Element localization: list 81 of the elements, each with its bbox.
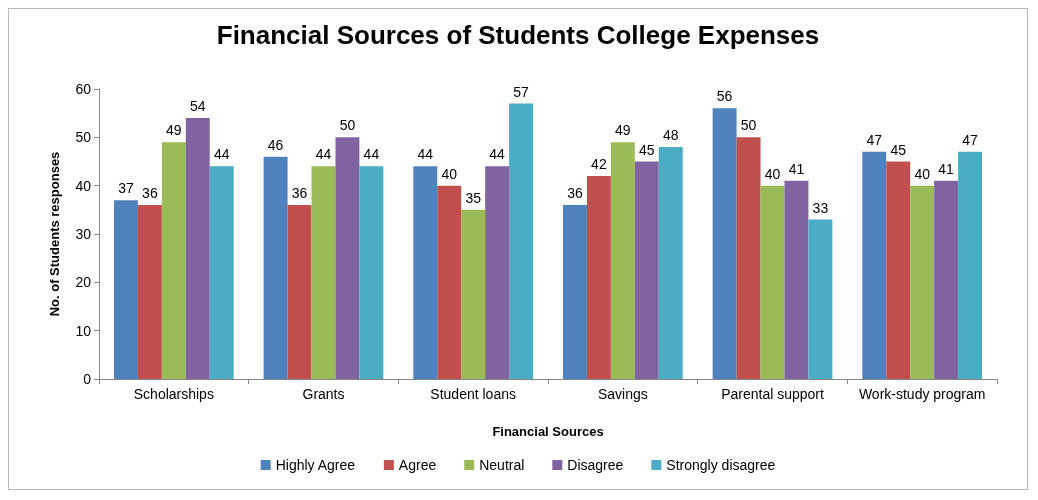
data-label: 45 bbox=[638, 141, 655, 158]
bar bbox=[958, 151, 983, 379]
bar bbox=[185, 118, 210, 379]
x-axis-title: Financial Sources bbox=[492, 424, 604, 439]
legend-label: Agree bbox=[398, 457, 437, 473]
data-label: 49 bbox=[166, 122, 182, 139]
bar bbox=[437, 185, 462, 379]
legend-label: Neutral bbox=[479, 457, 525, 473]
bar bbox=[784, 180, 809, 379]
bar bbox=[413, 166, 438, 379]
data-label: 42 bbox=[591, 156, 607, 172]
data-label: 44 bbox=[213, 146, 230, 163]
legend-label: Highly Agree bbox=[275, 457, 356, 473]
data-label: 57 bbox=[513, 83, 530, 100]
data-label: 44 bbox=[315, 146, 332, 163]
bar bbox=[934, 180, 959, 379]
bar bbox=[712, 108, 737, 379]
bar bbox=[137, 205, 162, 379]
bar bbox=[359, 166, 384, 379]
data-label: 50 bbox=[339, 117, 356, 134]
bar bbox=[910, 185, 935, 379]
legend-label: Strongly disagree bbox=[666, 457, 776, 473]
data-label: 56 bbox=[716, 88, 733, 105]
bar bbox=[808, 219, 833, 379]
x-tick-label: Scholarships bbox=[133, 386, 214, 402]
data-label: 40 bbox=[914, 165, 931, 182]
y-tick-label: 10 bbox=[75, 322, 92, 339]
bar bbox=[461, 209, 486, 379]
y-tick-label: 60 bbox=[75, 81, 92, 97]
bar bbox=[586, 176, 611, 379]
data-label: 49 bbox=[615, 122, 631, 139]
bar bbox=[760, 185, 785, 379]
bar bbox=[287, 205, 312, 379]
data-label: 36 bbox=[291, 185, 308, 201]
data-label: 50 bbox=[740, 117, 757, 134]
x-tick-label: Grants bbox=[302, 386, 345, 402]
bar bbox=[886, 161, 911, 379]
data-label: 41 bbox=[788, 160, 805, 177]
bar bbox=[658, 147, 683, 379]
data-label: 46 bbox=[267, 136, 284, 153]
legend-label: Disagree bbox=[567, 457, 624, 473]
x-tick-label: Student loans bbox=[430, 386, 516, 402]
data-label: 41 bbox=[938, 160, 955, 177]
bar bbox=[335, 137, 360, 379]
data-label: 48 bbox=[662, 127, 679, 143]
y-tick-label: 30 bbox=[75, 226, 92, 242]
data-label: 36 bbox=[567, 185, 583, 201]
data-label: 47 bbox=[866, 131, 883, 148]
data-label: 37 bbox=[118, 180, 134, 197]
y-tick-label: 40 bbox=[75, 177, 92, 194]
data-label: 45 bbox=[890, 141, 907, 158]
data-label: 40 bbox=[764, 165, 781, 182]
bar bbox=[311, 166, 336, 379]
bar bbox=[509, 103, 534, 379]
x-tick-label: Work-study program bbox=[858, 386, 986, 402]
data-label: 36 bbox=[142, 185, 158, 201]
bar bbox=[862, 151, 887, 379]
bar bbox=[263, 156, 288, 379]
chart-title: Financial Sources of Students College Expenses bbox=[216, 20, 820, 50]
data-label: 44 bbox=[363, 146, 380, 163]
data-label: 40 bbox=[441, 165, 458, 182]
y-axis-title: No. of Students responses bbox=[47, 151, 62, 317]
data-label: 33 bbox=[812, 199, 829, 216]
bar bbox=[485, 166, 510, 379]
y-tick-label: 50 bbox=[75, 129, 92, 146]
y-tick-label: 0 bbox=[83, 371, 92, 387]
bar bbox=[161, 142, 186, 379]
bar bbox=[113, 200, 138, 379]
data-label: 35 bbox=[465, 189, 482, 206]
data-label: 44 bbox=[489, 146, 506, 163]
data-label: 47 bbox=[962, 131, 979, 148]
bar bbox=[562, 205, 587, 379]
bar bbox=[634, 161, 659, 379]
data-label: 44 bbox=[417, 146, 434, 163]
x-tick-label: Parental support bbox=[721, 386, 824, 402]
y-tick-label: 20 bbox=[75, 274, 92, 291]
x-tick-label: Savings bbox=[597, 386, 648, 402]
bar bbox=[736, 137, 761, 379]
bar bbox=[610, 142, 635, 379]
bar bbox=[209, 166, 234, 379]
data-label: 54 bbox=[189, 98, 206, 114]
